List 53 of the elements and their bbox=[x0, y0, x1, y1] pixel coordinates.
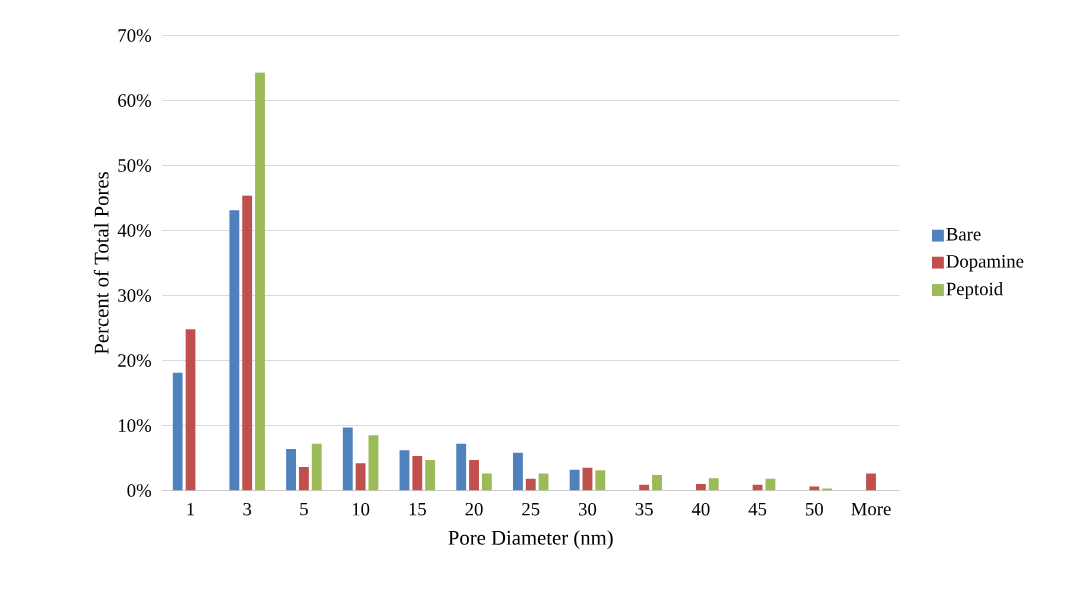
y-tick-label: 30% bbox=[118, 289, 152, 302]
bar bbox=[229, 210, 240, 491]
x-tick-label: 5 bbox=[300, 502, 308, 516]
bar bbox=[242, 195, 253, 491]
y-tick-label: 50% bbox=[118, 159, 152, 172]
x-tick-label: 40 bbox=[691, 502, 710, 516]
x-axis-title: Pore Diameter (nm) bbox=[448, 530, 613, 549]
bar bbox=[298, 467, 309, 491]
bar bbox=[569, 469, 580, 491]
bar bbox=[368, 435, 379, 491]
x-tick-label: 50 bbox=[806, 502, 823, 516]
x-tick-label: 10 bbox=[352, 502, 370, 516]
legend-label: Peptoid bbox=[946, 282, 1003, 300]
bar bbox=[512, 452, 523, 491]
bar bbox=[469, 459, 479, 491]
legend-label: Bare bbox=[946, 228, 981, 241]
bar bbox=[342, 427, 353, 491]
bar bbox=[652, 474, 662, 491]
y-tick-label: 0% bbox=[127, 484, 152, 497]
legend-label: Dopamine bbox=[946, 255, 1024, 272]
bar bbox=[255, 72, 265, 491]
bar bbox=[525, 478, 536, 491]
bar bbox=[595, 470, 606, 491]
bar bbox=[399, 450, 410, 491]
x-tick-label: 15 bbox=[409, 502, 426, 516]
x-tick-label: 25 bbox=[522, 502, 540, 516]
bar bbox=[456, 443, 467, 491]
bar bbox=[185, 329, 196, 491]
x-tick-label: 35 bbox=[635, 502, 653, 516]
y-axis-title: Percent of Total Pores bbox=[93, 172, 109, 355]
y-tick-label: 10% bbox=[118, 419, 152, 432]
bar bbox=[538, 473, 549, 491]
bar bbox=[311, 443, 322, 491]
x-tick-label: 3 bbox=[243, 502, 252, 516]
bar bbox=[355, 463, 366, 491]
y-tick-label: 40% bbox=[117, 224, 152, 237]
bar bbox=[708, 478, 719, 491]
bar bbox=[481, 473, 492, 491]
x-tick-label: 20 bbox=[465, 502, 483, 516]
y-tick-label: 60% bbox=[118, 94, 152, 107]
x-tick-label: 45 bbox=[748, 502, 767, 516]
bar bbox=[695, 484, 706, 491]
bar bbox=[172, 372, 183, 491]
bar bbox=[412, 456, 423, 491]
x-tick-label: More bbox=[851, 502, 891, 516]
x-tick-label: 30 bbox=[578, 502, 597, 516]
bar bbox=[286, 448, 296, 491]
bar bbox=[425, 459, 436, 491]
x-tick-label: 1 bbox=[187, 502, 195, 516]
y-tick-label: 70% bbox=[118, 29, 152, 42]
bar bbox=[866, 473, 876, 491]
bar bbox=[765, 478, 776, 491]
y-tick-label: 20% bbox=[118, 354, 152, 367]
